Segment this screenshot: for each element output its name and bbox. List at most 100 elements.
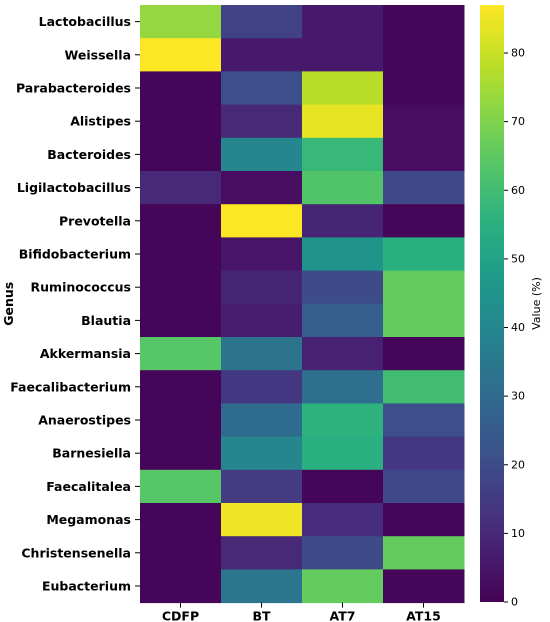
- heatmap-cell: [140, 303, 222, 338]
- heatmap-cell: [221, 104, 303, 139]
- heatmap-cell: [383, 569, 465, 604]
- row-label: Alistipes: [70, 114, 131, 129]
- heatmap-cell: [140, 403, 222, 438]
- colorbar-tick-label: 50: [511, 252, 525, 265]
- heatmap-cell: [302, 71, 384, 106]
- heatmap-cell: [383, 503, 465, 537]
- heatmap-cell: [383, 303, 465, 338]
- colorbar-tick-label: 70: [511, 115, 525, 128]
- column-label: AT7: [330, 609, 356, 622]
- heatmap-cell: [302, 171, 384, 205]
- heatmap-cell: [140, 5, 222, 39]
- colorbar: [480, 5, 504, 602]
- colorbar-tick-label: 10: [511, 527, 525, 540]
- heatmap-cell: [383, 71, 465, 106]
- heatmap-cells: [140, 5, 465, 604]
- heatmap-cell: [140, 569, 222, 604]
- row-label: Akkermansia: [40, 346, 131, 361]
- heatmap-cell: [221, 503, 303, 537]
- heatmap-cell: [383, 204, 465, 238]
- heatmap-cell: [140, 237, 222, 272]
- row-label: Lactobacillus: [39, 14, 131, 29]
- colorbar-tick-label: 0: [511, 596, 518, 609]
- column-label: AT15: [406, 609, 441, 622]
- colorbar-tick-label: 60: [511, 184, 525, 197]
- row-label: Christensenella: [21, 545, 131, 560]
- y-axis-label: Genus: [1, 282, 16, 326]
- heatmap-cell: [140, 204, 222, 238]
- heatmap-cell: [221, 303, 303, 338]
- heatmap-cell: [221, 137, 303, 172]
- heatmap-cell: [221, 569, 303, 604]
- heatmap-cell: [221, 403, 303, 438]
- colorbar-label: Value (%): [530, 277, 543, 330]
- heatmap-cell: [140, 469, 222, 504]
- heatmap-cell: [383, 403, 465, 438]
- heatmap-cell: [302, 337, 384, 371]
- heatmap-cell: [383, 536, 465, 570]
- heatmap-cell: [302, 137, 384, 172]
- row-label: Faecalitalea: [46, 479, 131, 494]
- row-label: Blautia: [81, 313, 131, 328]
- heatmap-cell: [221, 536, 303, 570]
- heatmap-cell: [302, 270, 384, 305]
- heatmap-cell: [302, 370, 384, 404]
- heatmap-cell: [302, 303, 384, 338]
- row-label: Megamonas: [46, 512, 131, 527]
- heatmap-cell: [140, 104, 222, 139]
- heatmap-cell: [383, 5, 465, 39]
- row-label: Bacteroides: [47, 147, 131, 162]
- heatmap-cell: [383, 137, 465, 172]
- heatmap-cell: [221, 237, 303, 272]
- row-label: Parabacteroides: [16, 81, 131, 96]
- heatmap-cell: [221, 5, 303, 39]
- colorbar-tick-label: 40: [511, 321, 525, 334]
- colorbar-ticks: 0 10 20 30 40 50 60 70 80: [504, 47, 525, 609]
- heatmap-cell: [302, 403, 384, 438]
- heatmap-cell: [383, 104, 465, 139]
- heatmap-cell: [302, 38, 384, 72]
- heatmap-cell: [302, 237, 384, 272]
- heatmap-cell: [140, 503, 222, 537]
- column-labels: CDFP BT AT7 AT15: [162, 602, 441, 622]
- heatmap-cell: [302, 104, 384, 139]
- heatmap-cell: [302, 536, 384, 570]
- heatmap-cell: [140, 270, 222, 305]
- heatmap-cell: [221, 204, 303, 238]
- heatmap-cell: [383, 370, 465, 404]
- heatmap-cell: [383, 337, 465, 371]
- heatmap-cell: [302, 469, 384, 504]
- row-labels: Lactobacillus Weissella Parabacteroides Ali…: [10, 14, 140, 594]
- heatmap-cell: [221, 337, 303, 371]
- heatmap-cell: [221, 171, 303, 205]
- heatmap-cell: [383, 38, 465, 72]
- heatmap-cell: [383, 436, 465, 471]
- heatmap-cell: [221, 71, 303, 106]
- heatmap-cell: [383, 237, 465, 272]
- colorbar-tick-label: 20: [511, 458, 525, 471]
- heatmap-cell: [221, 38, 303, 72]
- heatmap-cell: [140, 436, 222, 471]
- column-label: BT: [252, 609, 271, 622]
- colorbar-tick-label: 80: [511, 47, 525, 60]
- heatmap-cell: [140, 536, 222, 570]
- row-label: Eubacterium: [42, 579, 131, 594]
- heatmap-cell: [140, 337, 222, 371]
- heatmap-cell: [302, 503, 384, 537]
- row-label: Anaerostipes: [38, 413, 131, 428]
- colorbar-tick-label: 30: [511, 390, 525, 403]
- heatmap-cell: [221, 370, 303, 404]
- heatmap-cell: [140, 370, 222, 404]
- heatmap-cell: [221, 436, 303, 471]
- heatmap-cell: [302, 204, 384, 238]
- row-label: Barnesiella: [52, 446, 131, 461]
- heatmap-cell: [383, 270, 465, 305]
- heatmap-cell: [221, 270, 303, 305]
- row-label: Weissella: [65, 47, 131, 62]
- heatmap-cell: [140, 171, 222, 205]
- heatmap-cell: [302, 569, 384, 604]
- row-label: Ruminococcus: [31, 280, 131, 295]
- column-label: CDFP: [162, 609, 199, 622]
- heatmap-cell: [140, 71, 222, 106]
